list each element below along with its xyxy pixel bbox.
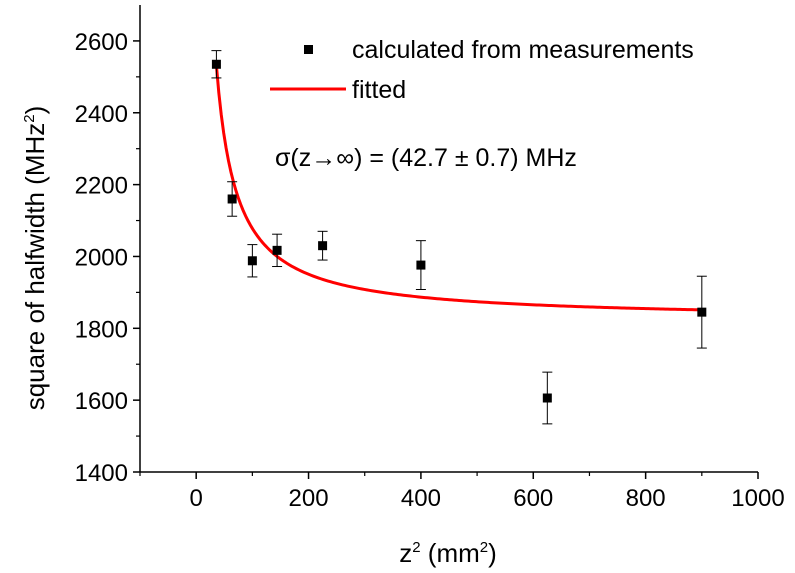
fit-layer [214,65,702,312]
points-layer [211,50,707,425]
data-point [227,194,237,204]
data-point [211,59,221,69]
y-tick-label: 2400 [75,101,128,128]
x-axis-label: z2 (mm2) [399,538,497,568]
y-tick-label: 1800 [75,316,128,343]
data-point [272,245,282,255]
x-tick-label: 1000 [731,485,784,512]
x-tick-label: 800 [626,485,666,512]
x-tick-label: 600 [513,485,553,512]
data-point [542,393,552,403]
y-tick-label: 1400 [75,460,128,487]
y-axis-label: square of halfwidth (MHz2) [20,106,50,411]
legend-marker-points [304,45,313,54]
y-tick-label: 2600 [75,29,128,56]
legend-label-fitted: fitted [352,76,406,104]
data-point [416,260,426,270]
y-tick-label: 1600 [75,388,128,415]
plot-frame [139,5,758,473]
fitted-curve [214,65,702,312]
legend: calculated from measurements fitted [270,36,694,104]
x-tick-label: 400 [401,485,441,512]
data-point [318,241,328,251]
legend-label-points: calculated from measurements [352,36,694,64]
data-point [247,256,257,266]
y-tick-label: 2000 [75,244,128,271]
x-tick-label: 200 [289,485,329,512]
x-tick-label: 0 [190,485,203,512]
fit-result-annotation: σ(z→∞) = (42.7 ± 0.7) MHz [275,144,577,172]
data-point [697,307,707,317]
y-axis: 1400 1600 1800 2000 2200 2400 2600 [75,29,140,487]
y-tick-label: 2200 [75,173,128,200]
x-axis: 0 200 400 600 800 1000 [139,472,785,512]
